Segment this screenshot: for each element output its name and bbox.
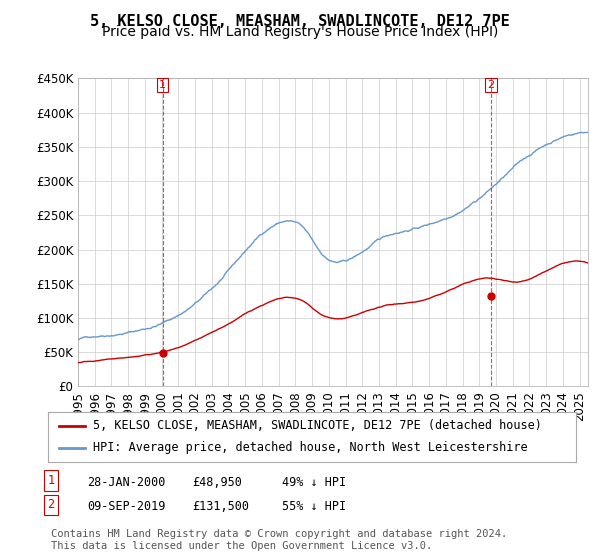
Text: Price paid vs. HM Land Registry's House Price Index (HPI): Price paid vs. HM Land Registry's House … [102,25,498,39]
Text: 2: 2 [47,498,55,511]
Text: 1: 1 [159,80,166,90]
Text: 49% ↓ HPI: 49% ↓ HPI [282,476,346,489]
Text: 1: 1 [47,474,55,487]
Text: £48,950: £48,950 [192,476,242,489]
Text: Contains HM Land Registry data © Crown copyright and database right 2024.
This d: Contains HM Land Registry data © Crown c… [51,529,507,551]
Text: 5, KELSO CLOSE, MEASHAM, SWADLINCOTE, DE12 7PE: 5, KELSO CLOSE, MEASHAM, SWADLINCOTE, DE… [90,14,510,29]
Text: HPI: Average price, detached house, North West Leicestershire: HPI: Average price, detached house, Nort… [93,441,527,454]
Text: 5, KELSO CLOSE, MEASHAM, SWADLINCOTE, DE12 7PE (detached house): 5, KELSO CLOSE, MEASHAM, SWADLINCOTE, DE… [93,419,542,432]
Text: £131,500: £131,500 [192,500,249,514]
Text: 55% ↓ HPI: 55% ↓ HPI [282,500,346,514]
Text: 28-JAN-2000: 28-JAN-2000 [87,476,166,489]
Text: 09-SEP-2019: 09-SEP-2019 [87,500,166,514]
Text: 2: 2 [487,80,494,90]
